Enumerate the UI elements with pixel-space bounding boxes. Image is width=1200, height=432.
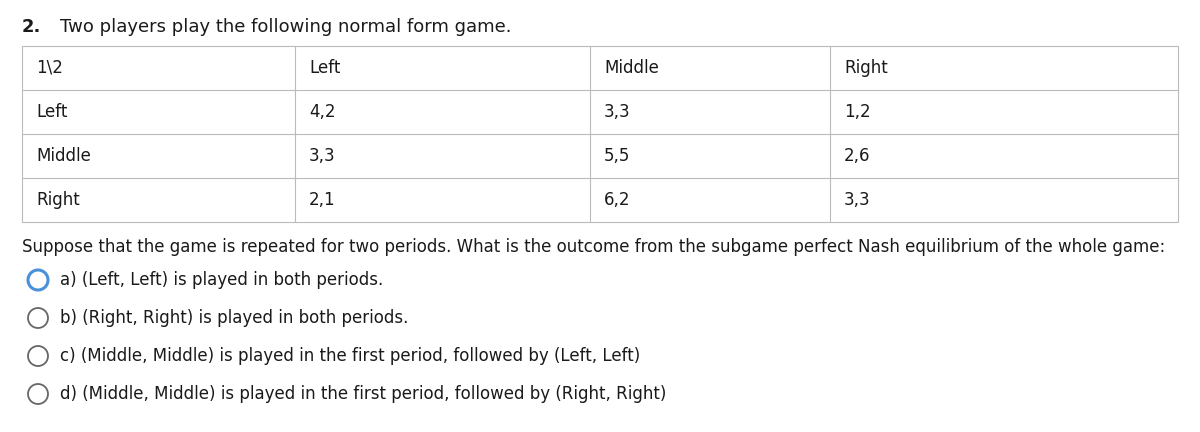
Text: 3,3: 3,3 — [310, 147, 336, 165]
Text: 4,2: 4,2 — [310, 103, 336, 121]
Bar — [22, 46, 1178, 222]
Text: b) (Right, Right) is played in both periods.: b) (Right, Right) is played in both peri… — [60, 309, 408, 327]
Text: Middle: Middle — [36, 147, 91, 165]
Text: 3,3: 3,3 — [604, 103, 631, 121]
Text: c) (Middle, Middle) is played in the first period, followed by (Left, Left): c) (Middle, Middle) is played in the fir… — [60, 347, 641, 365]
Text: d) (Middle, Middle) is played in the first period, followed by (Right, Right): d) (Middle, Middle) is played in the fir… — [60, 385, 666, 403]
Text: 2.: 2. — [22, 18, 41, 36]
Text: 5,5: 5,5 — [604, 147, 630, 165]
Text: Suppose that the game is repeated for two periods. What is the outcome from the : Suppose that the game is repeated for tw… — [22, 238, 1165, 256]
Text: Right: Right — [844, 59, 888, 77]
Text: Right: Right — [36, 191, 79, 209]
Text: 1,2: 1,2 — [844, 103, 871, 121]
Text: 2,6: 2,6 — [844, 147, 870, 165]
Text: Left: Left — [36, 103, 67, 121]
Text: 2,1: 2,1 — [310, 191, 336, 209]
Text: Left: Left — [310, 59, 341, 77]
Text: a) (Left, Left) is played in both periods.: a) (Left, Left) is played in both period… — [60, 271, 383, 289]
Text: Two players play the following normal form game.: Two players play the following normal fo… — [60, 18, 511, 36]
Text: 3,3: 3,3 — [844, 191, 871, 209]
Text: 1\2: 1\2 — [36, 59, 62, 77]
Text: 6,2: 6,2 — [604, 191, 630, 209]
Text: Middle: Middle — [604, 59, 659, 77]
